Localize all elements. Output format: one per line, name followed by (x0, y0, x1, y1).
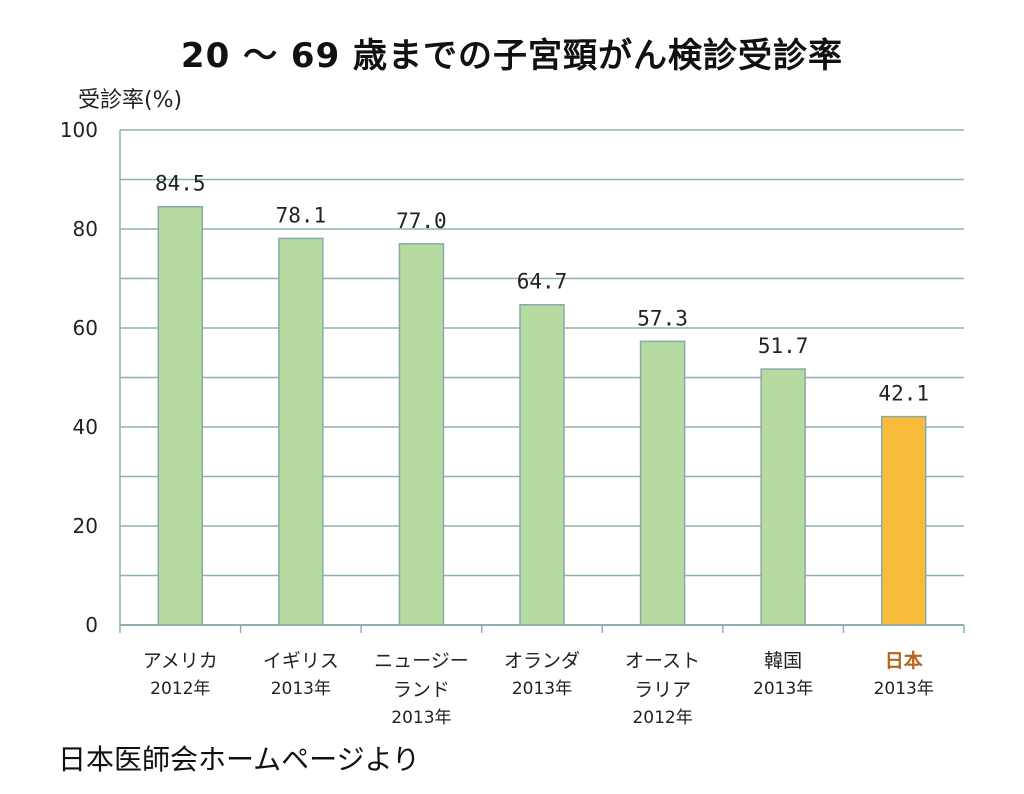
y-tick-label: 20 (73, 514, 98, 538)
x-tick-year: 2013年 (874, 679, 934, 699)
y-tick-label: 100 (60, 118, 98, 142)
x-tick-year: 2012年 (150, 679, 210, 699)
y-tick-label: 80 (73, 217, 98, 241)
x-tick-label: ランド (393, 679, 450, 701)
x-tick-year: 2013年 (512, 679, 572, 699)
x-tick-label: 韓国 (764, 650, 802, 672)
x-tick-label: オースト (625, 650, 700, 672)
bar (157, 205, 204, 626)
data-label: 77.0 (396, 209, 447, 233)
y-tick-label: 60 (73, 316, 98, 340)
x-tick-year: 2012年 (632, 708, 692, 728)
x-tick-year: 2013年 (391, 708, 451, 728)
data-label: 42.1 (878, 382, 929, 406)
data-label: 78.1 (276, 203, 327, 227)
x-tick-label: ニュージー (374, 650, 469, 672)
bar (639, 340, 686, 626)
x-tick-label: ラリア (634, 679, 691, 701)
bar (278, 237, 324, 626)
x-tick-year: 2013年 (271, 679, 331, 699)
x-tick-label: イギリス (263, 650, 339, 672)
y-tick-label: 40 (73, 415, 98, 439)
chart-title: 20 〜 69 歳までの子宮頸がん検診受診率 (180, 36, 844, 76)
y-axis-label: 受診率(%) (78, 88, 183, 113)
bar (519, 303, 565, 626)
bar (398, 243, 445, 626)
source-note: 日本医師会ホームページより (58, 743, 421, 776)
data-label: 57.3 (637, 306, 688, 330)
data-label: 64.7 (517, 270, 568, 294)
x-tick-label: オランダ (504, 650, 580, 672)
bar (760, 368, 806, 626)
x-tick-label: 日本 (885, 649, 923, 672)
bar (880, 415, 927, 626)
data-label: 84.5 (155, 172, 206, 196)
x-tick-year: 2013年 (753, 679, 813, 699)
x-tick-label: アメリカ (143, 650, 218, 672)
data-label: 51.7 (758, 334, 809, 358)
y-tick-label: 0 (85, 613, 98, 637)
